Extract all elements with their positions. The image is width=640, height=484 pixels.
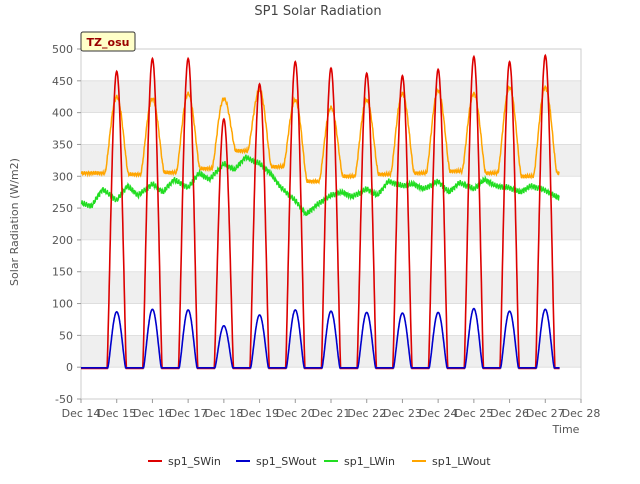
y-axis-ticks: -50 0 50 100 150 200 250 300 350 400 450 500 xyxy=(52,43,81,406)
x-tick-label: Dec 23 xyxy=(383,407,422,420)
x-tick-label: Dec 27 xyxy=(526,407,565,420)
x-tick-label: Dec 18 xyxy=(204,407,243,420)
y-tick-label: 150 xyxy=(52,266,73,279)
line-sp1-swout xyxy=(81,307,560,369)
grid-band xyxy=(81,144,581,177)
legend-label: sp1_LWout xyxy=(432,455,491,468)
legend-label: sp1_SWin xyxy=(168,455,221,468)
x-tick-label: Dec 14 xyxy=(62,407,101,420)
grid-band xyxy=(81,271,581,304)
x-tick-label: Dec 22 xyxy=(347,407,386,420)
y-tick-label: 200 xyxy=(52,234,73,247)
legend-label: sp1_LWin xyxy=(344,455,395,468)
x-tick-label: Dec 19 xyxy=(240,407,279,420)
line-sp1-lwout xyxy=(80,84,560,185)
y-tick-label: 450 xyxy=(52,75,73,88)
y-axis-label: Solar Radiation (W/m2) xyxy=(8,158,21,286)
legend-label: sp1_SWout xyxy=(256,455,317,468)
x-tick-label: Dec 21 xyxy=(312,407,351,420)
x-tick-label: Dec 26 xyxy=(490,407,529,420)
x-axis-label: Time xyxy=(552,423,580,436)
x-tick-label: Dec 16 xyxy=(133,407,172,420)
site-badge-label: TZ_osu xyxy=(87,36,130,49)
y-tick-label: 350 xyxy=(52,138,73,151)
x-tick-label: Dec 24 xyxy=(419,407,458,420)
y-tick-label: 100 xyxy=(52,298,73,311)
y-tick-label: 300 xyxy=(52,170,73,183)
grid-band xyxy=(81,208,581,240)
x-tick-label: Dec 20 xyxy=(276,407,315,420)
series-lines xyxy=(80,53,560,370)
site-badge: TZ_osu xyxy=(80,31,136,52)
grid-band xyxy=(81,335,581,368)
x-tick-label: Dec 15 xyxy=(97,407,136,420)
y-tick-label: -50 xyxy=(55,393,73,406)
legend-item: sp1_SWout xyxy=(236,455,317,468)
chart-title: SP1 Solar Radiation xyxy=(254,4,381,19)
legend-item: sp1_LWout xyxy=(412,455,491,468)
y-tick-label: 0 xyxy=(66,361,73,374)
x-tick-label: Dec 28 xyxy=(562,407,601,420)
y-tick-label: 250 xyxy=(52,202,73,215)
y-tick-label: 500 xyxy=(52,43,73,56)
y-tick-label: 400 xyxy=(52,107,73,120)
legend-item: sp1_LWin xyxy=(324,455,395,468)
site-badge-box xyxy=(80,31,136,52)
x-tick-label: Dec 25 xyxy=(454,407,493,420)
legend-item: sp1_SWin xyxy=(148,455,221,468)
x-tick-label: Dec 17 xyxy=(169,407,208,420)
y-tick-label: 50 xyxy=(59,329,73,342)
legend: sp1_SWin sp1_SWout sp1_LWin sp1_LWout xyxy=(148,455,491,468)
